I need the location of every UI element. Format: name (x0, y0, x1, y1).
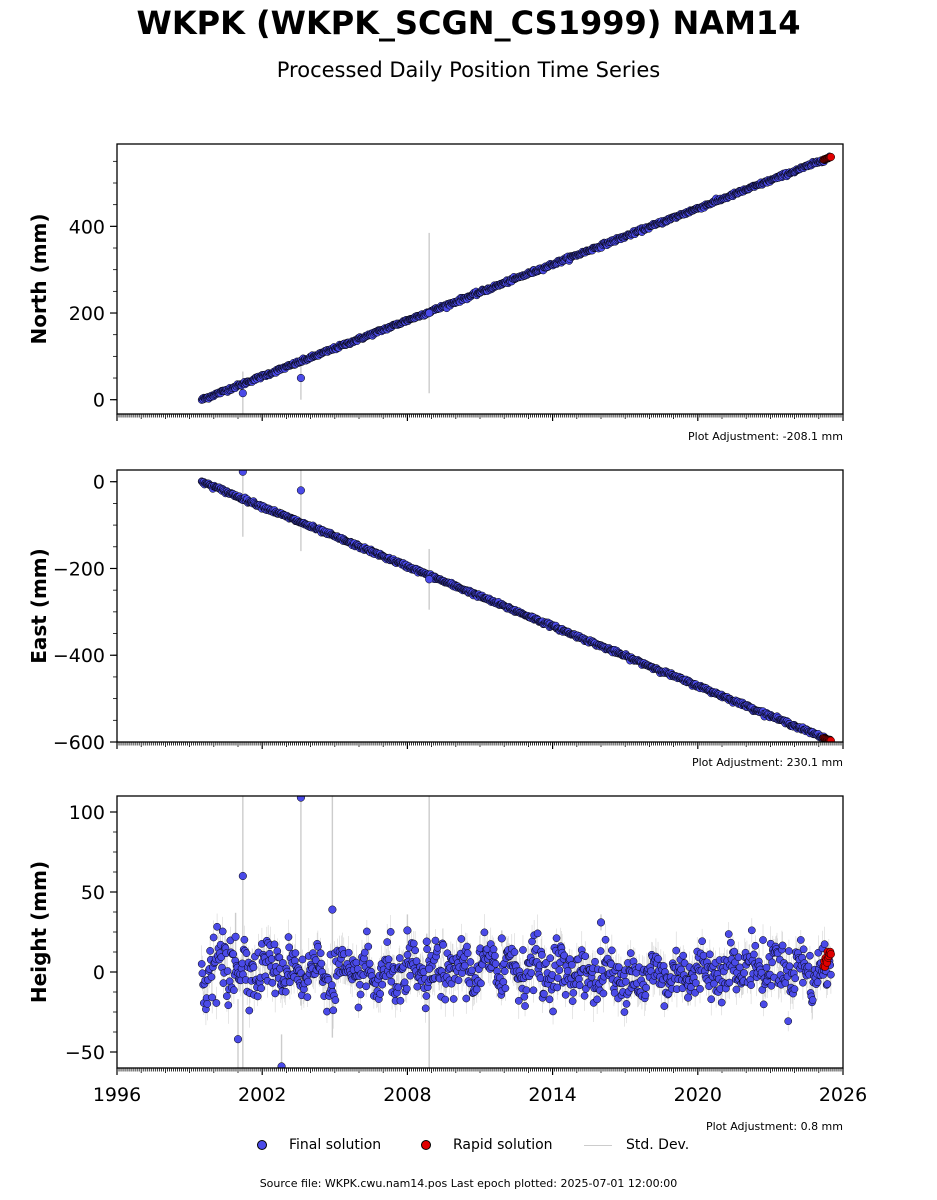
y-tick-label: −200 (53, 558, 105, 580)
rapid-point (826, 736, 835, 742)
chart-title: WKPK (WKPK_SCGN_CS1999) NAM14 (136, 4, 801, 42)
panel-frame (116, 143, 844, 415)
y-tick-label: −600 (53, 732, 105, 754)
chart-subtitle: Processed Daily Position Time Series (276, 58, 661, 82)
plot-area-0 (197, 152, 835, 414)
plot-area-2 (197, 796, 835, 1068)
y-tick-label: 0 (93, 390, 105, 412)
final-point-outlier (425, 308, 434, 318)
plot-adjustment: Plot Adjustment: -208.1 mm (688, 430, 843, 443)
time-series-chart: 0 200 400 North (mm) Plot Adjustment: -208.1… (27, 143, 867, 1133)
final-point-outlier (296, 373, 305, 383)
y-tick-label: 400 (69, 216, 105, 238)
plot-area-1 (197, 470, 835, 742)
y-tick-label: −400 (53, 645, 105, 667)
y-tick-label: 200 (69, 303, 105, 325)
final-point-outlier (238, 470, 247, 476)
plot-adjustment: Plot Adjustment: 230.1 mm (692, 756, 843, 769)
y-tick-label: 0 (93, 472, 105, 494)
final-point-outlier (425, 575, 434, 584)
final-point-outlier (296, 486, 305, 495)
y-axis-label: North (mm) (27, 213, 51, 344)
y-axis-label: East (mm) (27, 548, 51, 664)
rapid-point (826, 152, 835, 162)
final-point-outlier (238, 389, 247, 398)
